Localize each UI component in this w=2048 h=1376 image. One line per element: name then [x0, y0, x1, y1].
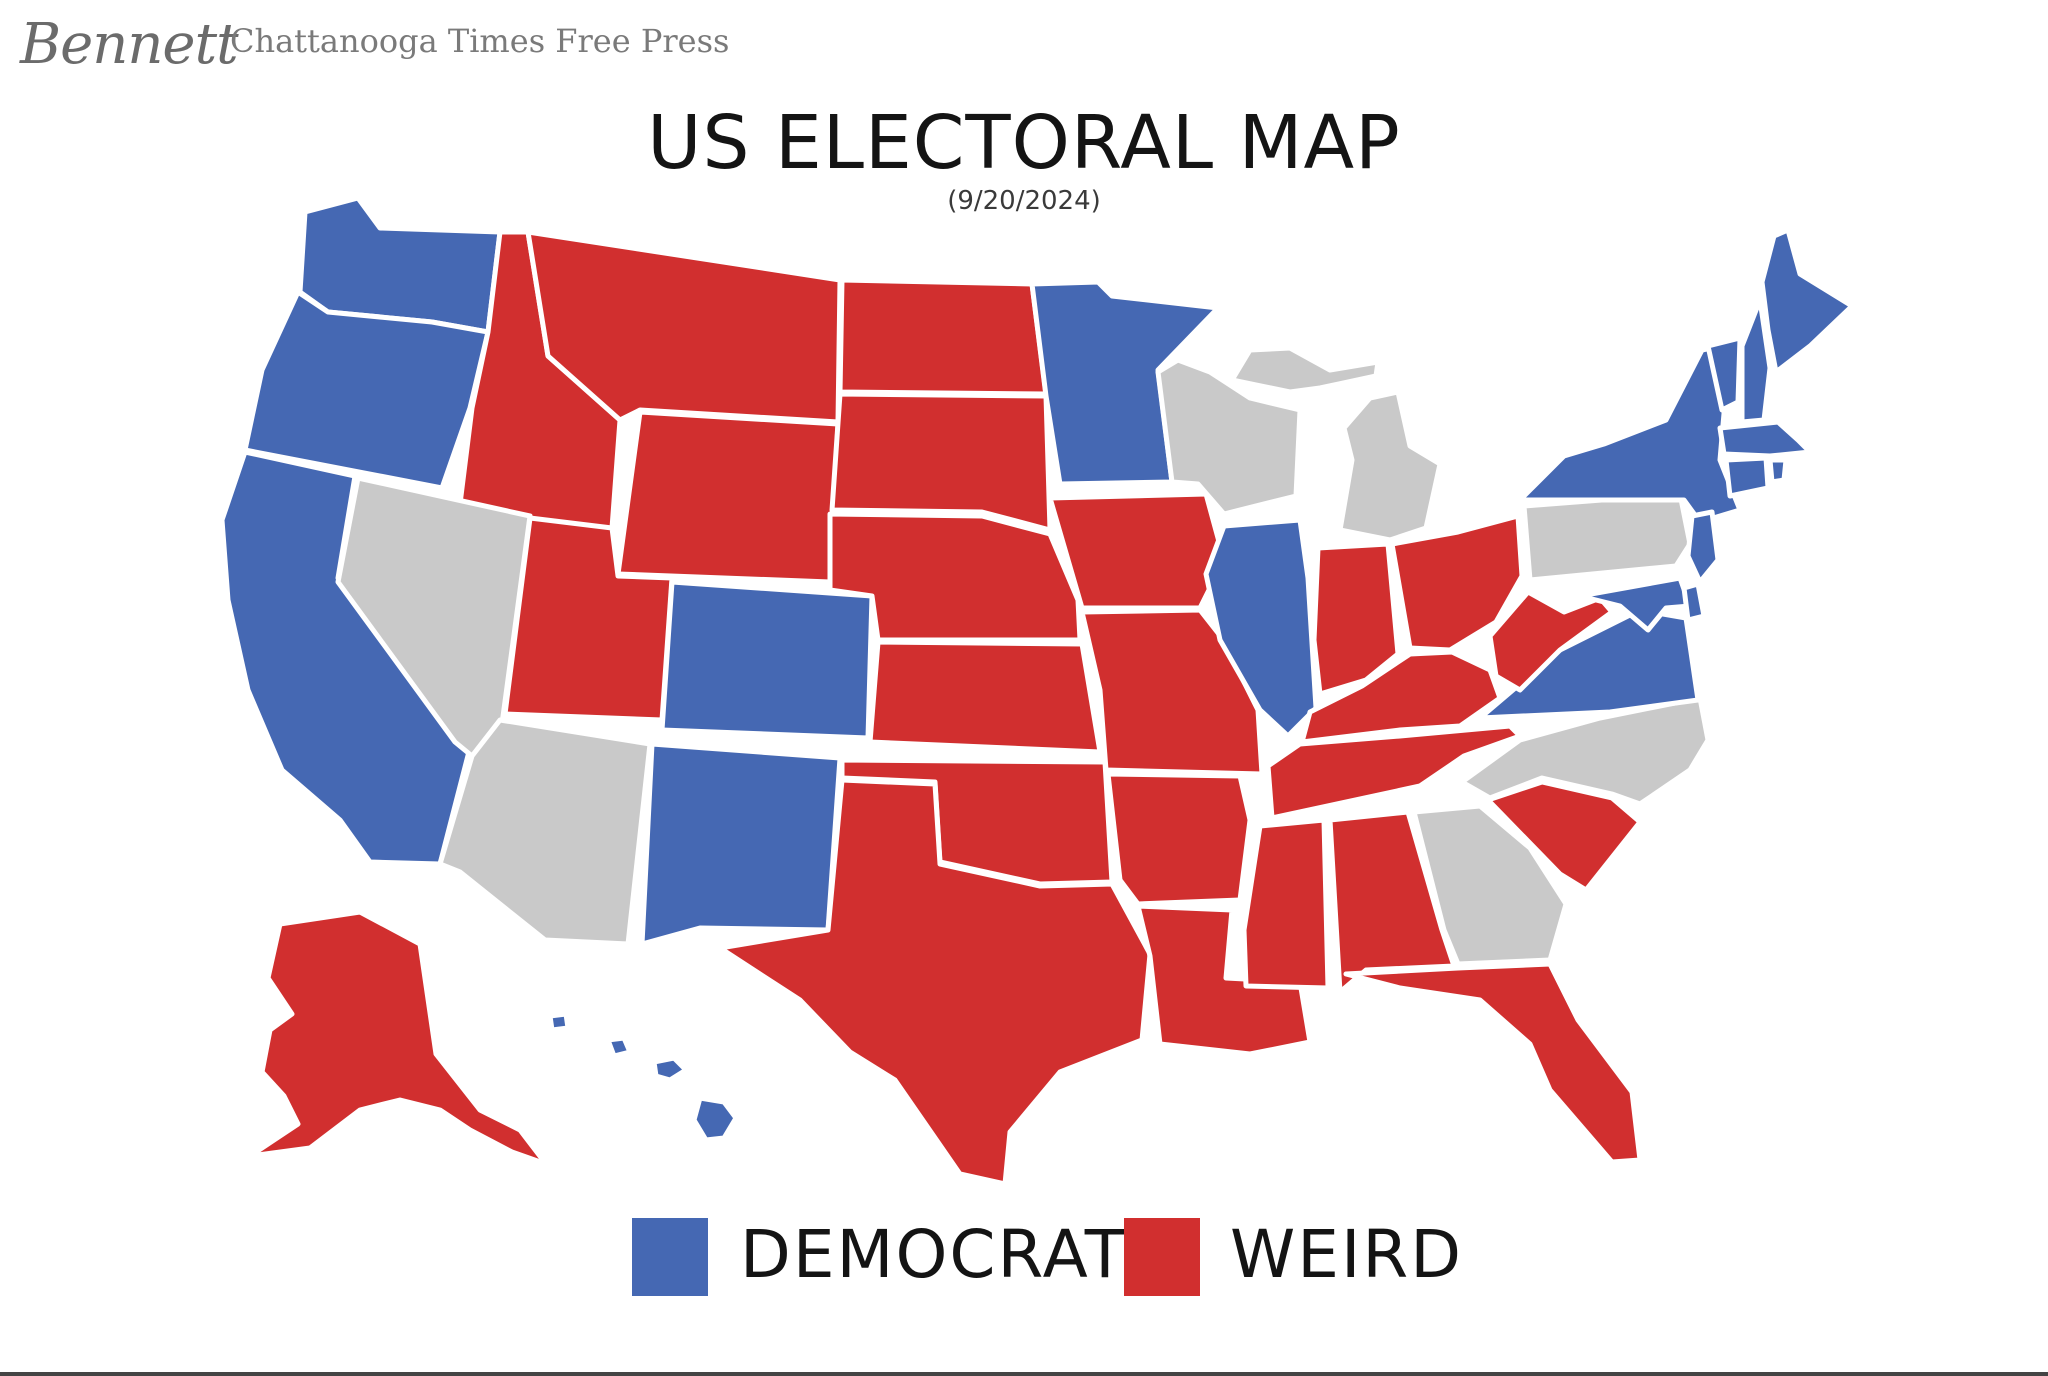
state-vt: [1705, 335, 1743, 413]
state-oh: [1389, 513, 1525, 653]
legend-label-democrat: DEMOCRAT: [740, 1216, 1128, 1293]
state-tn: [1265, 723, 1523, 821]
state-ms: [1241, 817, 1331, 991]
state-hi-kauai: [547, 1011, 571, 1033]
state-nd: [837, 277, 1049, 397]
legend-swatch-democrat: [632, 1218, 708, 1296]
state-nc: [1459, 695, 1711, 807]
state-sc: [1485, 779, 1643, 893]
state-me: [1759, 227, 1855, 375]
state-hi-big: [691, 1095, 739, 1143]
publication-name: Chattanooga Times Free Press: [230, 22, 730, 60]
state-pa: [1521, 491, 1693, 583]
state-tx: [717, 777, 1153, 1187]
map-date: (9/20/2024): [947, 186, 1101, 216]
state-nh: [1739, 297, 1773, 425]
state-wv: [1487, 589, 1615, 693]
state-mi: [1337, 389, 1443, 543]
state-nj: [1685, 509, 1721, 585]
state-in: [1311, 541, 1401, 697]
state-az: [437, 717, 653, 947]
map-title: US ELECTORAL MAP: [647, 100, 1401, 186]
state-ar: [1105, 771, 1253, 907]
state-wi: [1155, 357, 1303, 517]
state-hi-oahu: [605, 1035, 633, 1059]
state-ga: [1411, 803, 1569, 967]
state-nm: [639, 741, 843, 947]
state-ne: [827, 511, 1083, 643]
state-ky: [1299, 649, 1503, 745]
state-ma: [1717, 419, 1813, 459]
state-il: [1203, 517, 1319, 739]
state-fl: [1343, 961, 1643, 1165]
state-de: [1681, 581, 1707, 623]
state-wy: [615, 409, 841, 585]
state-ri: [1767, 457, 1789, 485]
state-co: [659, 579, 875, 741]
state-mo: [1079, 607, 1265, 777]
state-ia: [1047, 491, 1227, 611]
legend-swatch-weird: [1124, 1218, 1200, 1296]
state-ak: [247, 909, 549, 1167]
state-ks: [867, 639, 1103, 755]
state-hi-maui: [651, 1055, 689, 1083]
state-ny: [1517, 341, 1743, 525]
state-ct: [1723, 455, 1771, 499]
bottom-border: [0, 1372, 2048, 1376]
artist-signature: Bennett: [20, 12, 239, 77]
state-la: [1135, 903, 1313, 1057]
state-mi-up: [1229, 345, 1381, 395]
state-ut: [502, 515, 675, 723]
state-sd: [829, 391, 1053, 533]
state-md: [1577, 575, 1693, 633]
legend-label-weird: WEIRD: [1230, 1216, 1464, 1293]
